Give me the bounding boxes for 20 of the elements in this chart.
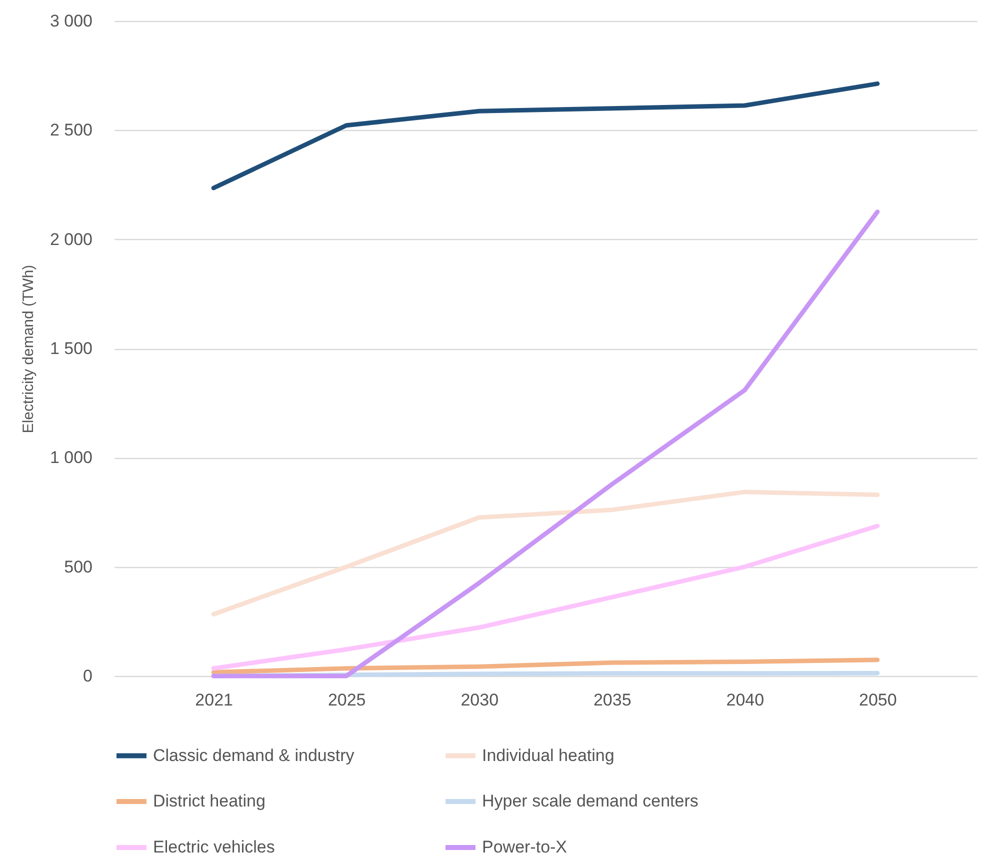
legend-label: District heating [153,792,266,810]
legend-label: Hyper scale demand centers [482,792,698,810]
y-tick-label: 2 000 [50,230,92,249]
legend-label: Individual heating [482,746,614,765]
y-axis-title: Electricity demand (TWh) [20,264,37,434]
x-tick-label: 2050 [859,690,897,710]
x-tick-label: 2025 [328,690,366,710]
x-tick-label: 2030 [460,690,499,710]
y-tick-label: 1 500 [50,339,92,358]
y-tick-label: 0 [83,666,92,686]
x-tick-label: 2040 [726,690,764,710]
legend-label: Classic demand & industry [153,746,355,765]
x-tick-label: 2021 [195,690,233,710]
y-tick-label: 500 [64,557,92,576]
y-tick-label: 2 500 [50,120,92,140]
x-tick-label: 2035 [593,690,632,710]
legend-label: Electric vehicles [153,838,275,856]
legend-label: Power-to-X [482,838,568,856]
y-tick-label: 3 000 [50,12,92,30]
y-tick-label: 1 000 [50,448,92,468]
